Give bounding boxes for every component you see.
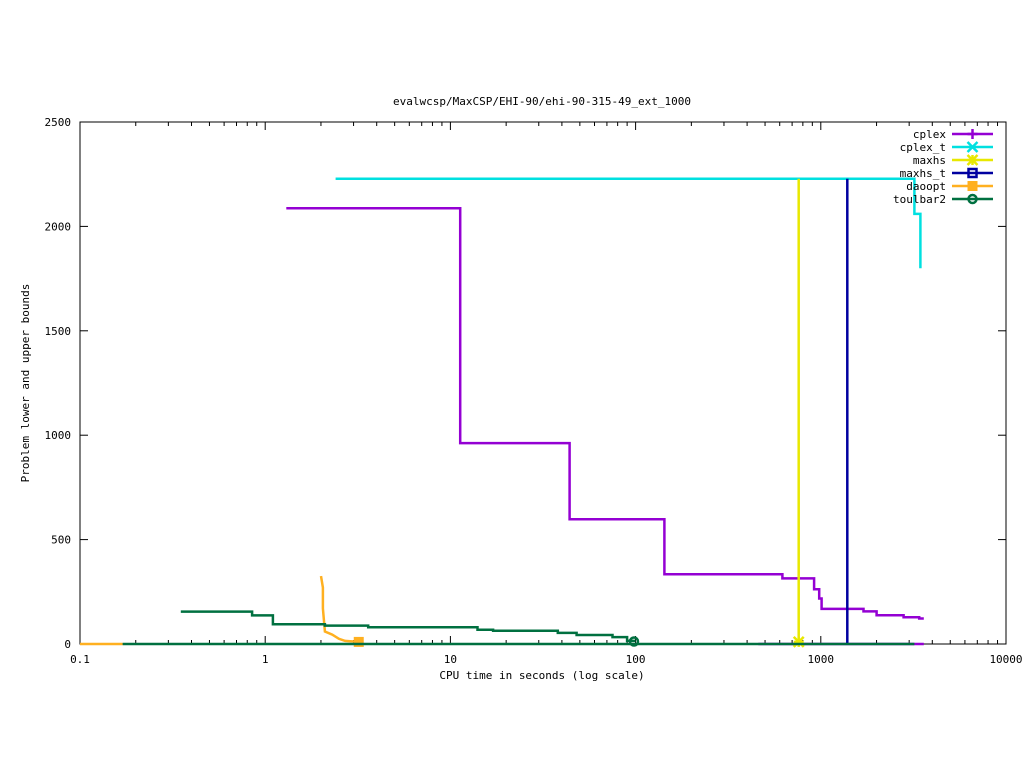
series-daoopt — [80, 575, 364, 647]
series-cplex_t — [335, 177, 922, 269]
marker-stroke — [967, 167, 978, 179]
marker-stroke — [353, 636, 364, 647]
x-tick-label: 1000 — [808, 653, 835, 666]
y-tick-label: 1500 — [45, 325, 72, 338]
y-axis-label: Problem lower and upper bounds — [19, 284, 32, 483]
legend-label-cplex: cplex — [913, 128, 946, 141]
legend-label-cplex_t: cplex_t — [900, 141, 946, 154]
y-tick-label: 2000 — [45, 220, 72, 233]
legend-label-maxhs_t: maxhs_t — [900, 167, 946, 180]
plot-frame — [79, 121, 1007, 645]
x-axis-label: CPU time in seconds (log scale) — [439, 669, 644, 682]
marker-stroke — [967, 181, 978, 191]
legend-marker-maxhs_t — [967, 167, 978, 179]
data-point-daoopt-0 — [353, 636, 364, 647]
legend-label-daoopt: daoopt — [906, 180, 946, 193]
marker-stroke — [628, 636, 640, 647]
legend-label-toulbar2: toulbar2 — [893, 193, 946, 206]
x-tick-label: 0.1 — [70, 653, 90, 666]
marker-stroke — [967, 193, 978, 205]
x-tick-label: 10 — [444, 653, 457, 666]
legend-marker-daoopt — [967, 181, 978, 191]
series-line-toulbar2-0 — [180, 610, 636, 643]
series-line-cplex_t-0 — [335, 177, 922, 269]
y-tick-label: 1000 — [45, 429, 72, 442]
x-tick-label: 10000 — [989, 653, 1022, 666]
series-toulbar2 — [122, 610, 915, 647]
x-tick-label: 100 — [626, 653, 646, 666]
legend-marker-toulbar2 — [967, 193, 978, 205]
y-tick-label: 0 — [64, 638, 71, 651]
series-line-daoopt-1 — [319, 575, 359, 644]
series-layer — [80, 177, 924, 648]
y-tick-label: 500 — [51, 534, 71, 547]
x-tick-label: 1 — [262, 653, 269, 666]
marker-stroke — [966, 141, 979, 153]
chart-title: evalwcsp/MaxCSP/EHI-90/ehi-90-315-49_ext… — [393, 95, 691, 108]
series-cplex — [286, 206, 924, 646]
data-point-toulbar2-0 — [628, 636, 640, 647]
legend-label-maxhs: maxhs — [913, 154, 946, 167]
y-tick-label: 2500 — [45, 116, 72, 129]
axis-ticks: 0.1 1 10 100 1000 10000 0 500 1000 1500 2000 2500 — [45, 116, 1023, 666]
legend-marker-cplex_t — [966, 141, 979, 153]
legend-marker-cplex — [967, 129, 978, 139]
series-line-cplex-0 — [286, 206, 924, 620]
data-point-maxhs-0 — [792, 636, 805, 648]
plot-border — [79, 121, 1007, 645]
series-maxhs — [792, 178, 805, 648]
legend-marker-maxhs — [966, 154, 979, 166]
